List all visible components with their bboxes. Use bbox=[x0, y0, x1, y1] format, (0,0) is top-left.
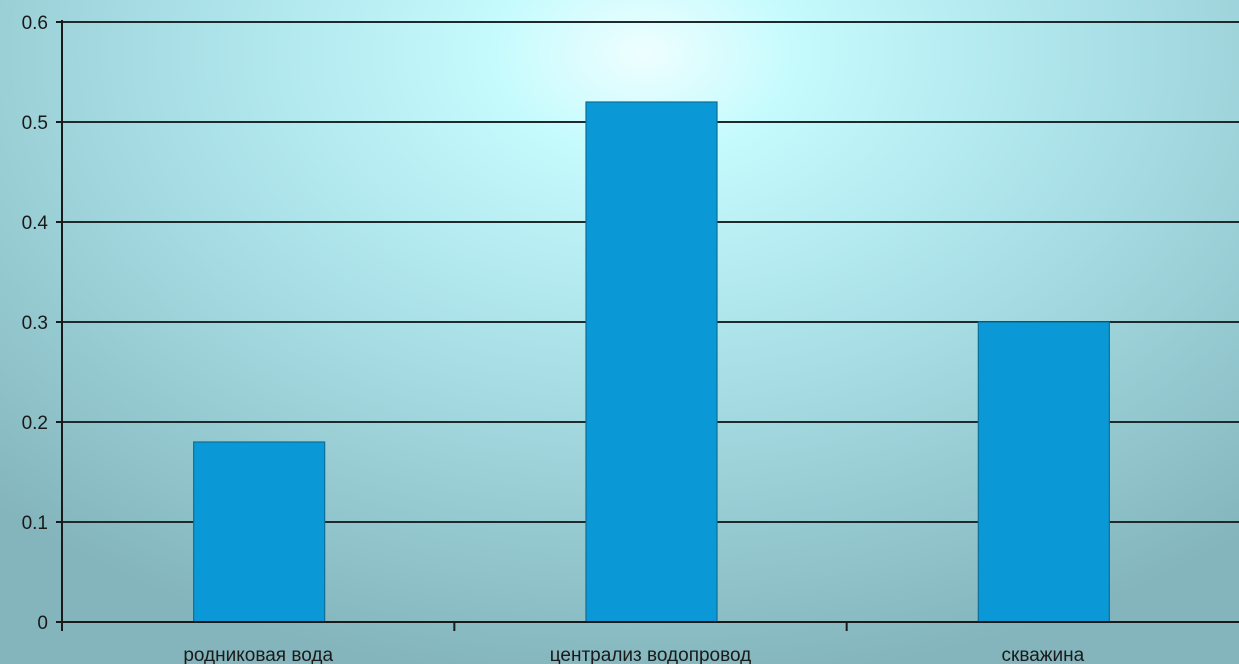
bar bbox=[585, 101, 718, 623]
x-tick-label: централиз водопровод bbox=[550, 645, 751, 664]
bars bbox=[193, 101, 1110, 623]
y-tick-label: 0.3 bbox=[22, 313, 48, 334]
x-axis-ticks: родниковая вода централиз водопровод скваж… bbox=[61, 622, 1085, 664]
y-axis-ticks: 0 0.1 0.2 0.3 0.4 0.5 0.6 bbox=[22, 13, 62, 634]
y-tick-label: 0.4 bbox=[22, 213, 49, 234]
y-tick-label: 0 bbox=[37, 613, 48, 634]
y-tick-label: 0.5 bbox=[22, 113, 48, 134]
y-tick-label: 0.6 bbox=[22, 13, 48, 34]
bar bbox=[977, 321, 1110, 623]
y-tick-label: 0.2 bbox=[22, 413, 48, 434]
bar bbox=[193, 441, 326, 623]
y-tick-label: 0.1 bbox=[22, 513, 48, 534]
x-tick-label: родниковая вода bbox=[183, 645, 333, 664]
x-tick-label: скважина bbox=[1002, 645, 1085, 664]
